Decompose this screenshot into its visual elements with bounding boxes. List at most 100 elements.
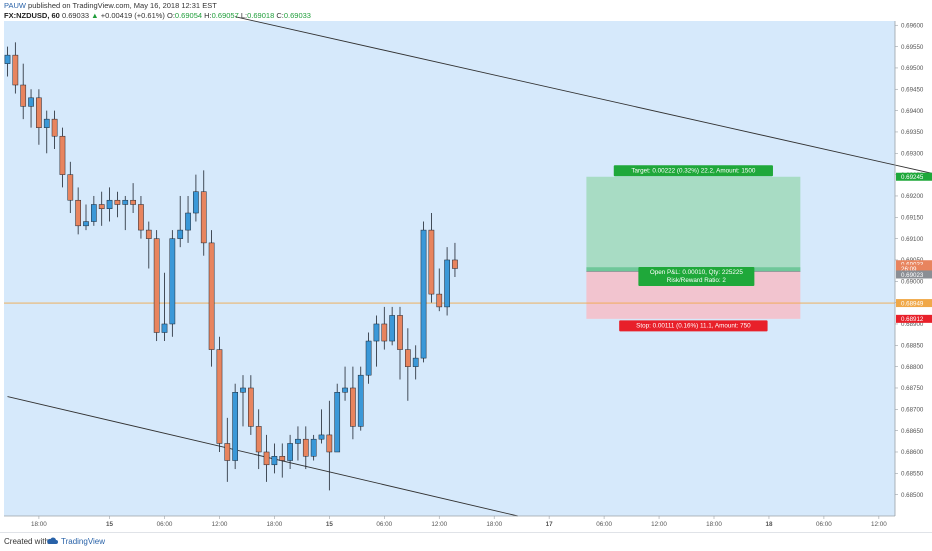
candle-body xyxy=(350,387,356,427)
price-marker-box xyxy=(896,299,932,308)
candle xyxy=(98,191,105,226)
price-marker-text: 0.69245 xyxy=(901,174,924,181)
price-marker-box xyxy=(896,260,932,269)
author-name[interactable]: PAUW xyxy=(4,1,26,10)
candle-body xyxy=(122,199,129,205)
candle xyxy=(51,110,58,150)
candle-body xyxy=(67,174,74,201)
candle-body xyxy=(255,426,262,453)
price-marker-box xyxy=(896,264,932,273)
time-tick-label: 12:00 xyxy=(651,521,667,528)
candle xyxy=(350,366,356,440)
candle-body xyxy=(145,229,152,239)
candle xyxy=(412,345,419,380)
candle xyxy=(193,174,199,222)
position-labels: Target: 0.00222 (0.32%) 22.2, Amount: 15… xyxy=(613,165,773,332)
price-marker: 0.68949 xyxy=(896,299,932,307)
open-label: O: xyxy=(167,11,175,20)
candle xyxy=(177,195,184,248)
candle-body xyxy=(279,456,286,461)
price-tick-label: 0.68600 xyxy=(901,449,924,456)
candle-body xyxy=(405,349,411,367)
stop-label: Stop: 0.00111 (0.16%) 11.1, Amount: 750 xyxy=(619,320,768,332)
candle xyxy=(130,183,136,214)
candle xyxy=(161,272,168,342)
time-tick-label: 18:00 xyxy=(31,521,47,528)
price-axis[interactable]: 0.69600 0.69550 0.69500 0.69450 0.69400 0.693… xyxy=(894,21,932,516)
candle-body xyxy=(452,259,458,269)
candle xyxy=(263,434,270,482)
target-label-box xyxy=(613,165,773,177)
candle-body xyxy=(295,438,301,444)
chart-header: PAUW published on TradingView.com, May 1… xyxy=(4,1,311,21)
candles xyxy=(4,42,458,491)
price-marker-box xyxy=(896,172,932,181)
candle-body xyxy=(216,349,223,444)
candle-body xyxy=(412,357,419,367)
price-chart[interactable]: Target: 0.00222 (0.32%) 22.2, Amount: 15… xyxy=(0,0,932,532)
candle xyxy=(444,247,450,316)
candle xyxy=(67,161,74,214)
candle xyxy=(420,221,427,363)
price-tick-label: 0.68500 xyxy=(901,492,924,499)
candle-body xyxy=(114,199,121,205)
candle xyxy=(389,306,395,346)
candle-body xyxy=(4,54,11,64)
up-arrow-icon: ▲ xyxy=(91,11,99,20)
pnl-label-box xyxy=(638,266,755,286)
price-tick-label: 0.68750 xyxy=(901,385,924,392)
candle-body xyxy=(381,323,388,342)
candle xyxy=(138,195,144,239)
publish-line: PAUW published on TradingView.com, May 1… xyxy=(4,1,311,11)
trendline-1[interactable] xyxy=(235,16,932,200)
candle xyxy=(43,110,50,154)
candle xyxy=(248,375,254,435)
candle-body xyxy=(153,238,160,333)
price-marker-text: 0.68912 xyxy=(901,316,924,323)
candle-body xyxy=(12,54,19,86)
time-tick-label: 15 xyxy=(326,521,334,528)
candle-body xyxy=(43,118,50,128)
target-zone[interactable] xyxy=(586,176,801,272)
candle-body xyxy=(51,118,58,137)
time-tick-label: 18 xyxy=(765,521,773,528)
candle xyxy=(185,195,191,243)
candle xyxy=(295,426,301,461)
candle xyxy=(452,242,458,278)
candle-body xyxy=(232,392,239,461)
close-label: C: xyxy=(276,11,284,20)
candle-body xyxy=(130,199,136,205)
ohlc-line: FX:NZDUSD, 60 0.69033 ▲ +0.00419 (+0.61%… xyxy=(4,11,311,21)
candle-body xyxy=(177,229,184,239)
price-marker: 0.69023 xyxy=(896,270,932,279)
symbol-label[interactable]: FX:NZDUSD, 60 xyxy=(4,11,60,20)
time-tick-label: 18:00 xyxy=(267,521,283,528)
candle-body xyxy=(200,191,207,244)
stop-label-text: Stop: 0.00111 (0.16%) 11.1, Amount: 750 xyxy=(636,322,751,329)
price-tick-label: 0.69150 xyxy=(901,214,924,221)
price-tick-label: 0.68800 xyxy=(901,364,924,371)
candle-body xyxy=(397,315,403,350)
candle-body xyxy=(161,323,168,333)
candle-body xyxy=(224,443,231,461)
time-tick-label: 18:00 xyxy=(706,521,722,528)
candle-body xyxy=(310,438,317,457)
candle xyxy=(169,230,176,337)
position-zones[interactable] xyxy=(586,176,801,319)
candle-body xyxy=(28,97,34,107)
candle-body xyxy=(389,315,395,342)
candle xyxy=(342,366,348,401)
candle xyxy=(326,400,333,491)
time-axis[interactable]: 18:00 15 06:00 12:00 18:00 15 06:00 12:00 18:00 1… xyxy=(4,515,895,528)
candle-body xyxy=(185,212,191,231)
pnl-label: Open P&L: 0.00010, Qty: 225225Risk/Rewar… xyxy=(638,266,755,286)
tradingview-brand[interactable]: TradingView xyxy=(61,537,106,546)
candle-body xyxy=(357,374,364,427)
created-with-text: Created with xyxy=(4,537,49,546)
price-marker-box xyxy=(896,314,932,323)
trendline-2[interactable] xyxy=(7,396,518,517)
price-tick-label: 0.69200 xyxy=(901,193,924,200)
price-tick-label: 0.69100 xyxy=(901,236,924,243)
candle xyxy=(91,195,97,226)
price-tick-label: 0.68550 xyxy=(901,471,924,478)
